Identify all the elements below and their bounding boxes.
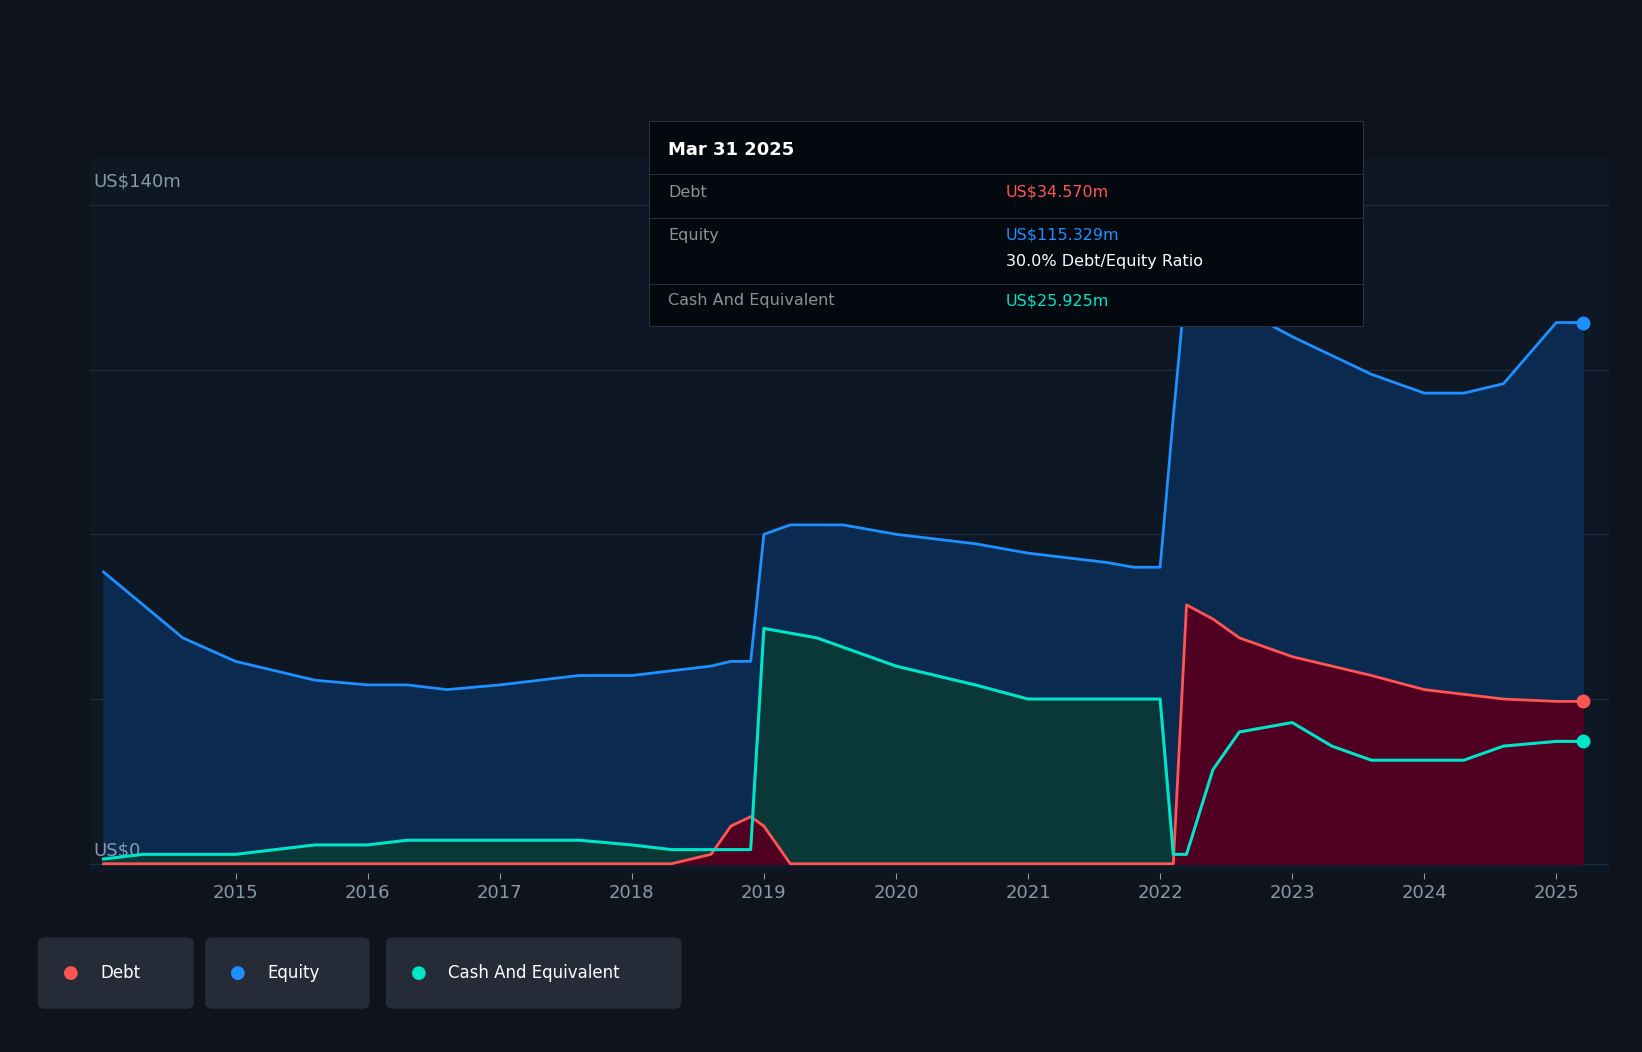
Text: ●: ● — [62, 964, 79, 983]
Text: ●: ● — [410, 964, 427, 983]
Text: Cash And Equivalent: Cash And Equivalent — [448, 964, 621, 983]
Text: 30.0% Debt/Equity Ratio: 30.0% Debt/Equity Ratio — [1007, 255, 1202, 269]
Text: US$140m: US$140m — [94, 173, 181, 190]
Text: Debt: Debt — [100, 964, 140, 983]
Text: US$115.329m: US$115.329m — [1007, 228, 1120, 243]
Text: Debt: Debt — [668, 185, 708, 200]
Text: US$0: US$0 — [94, 841, 140, 859]
Text: US$34.570m: US$34.570m — [1007, 185, 1108, 200]
Text: Cash And Equivalent: Cash And Equivalent — [668, 294, 834, 308]
Text: Equity: Equity — [268, 964, 320, 983]
Text: US$25.925m: US$25.925m — [1007, 294, 1108, 308]
Text: ●: ● — [230, 964, 246, 983]
Text: Mar 31 2025: Mar 31 2025 — [668, 141, 795, 159]
Text: Equity: Equity — [668, 228, 719, 243]
